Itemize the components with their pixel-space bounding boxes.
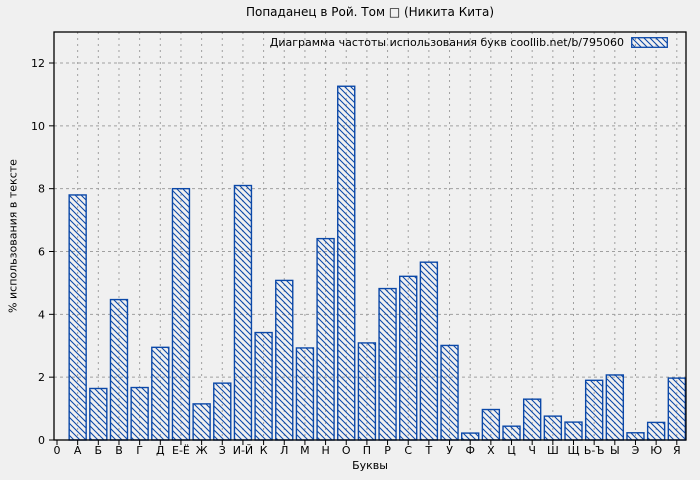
x-tick-label: Д	[156, 444, 165, 457]
x-tick-label: Х	[487, 444, 495, 457]
legend: Диаграмма частоты использования букв coo…	[269, 35, 668, 49]
bar-Ц	[502, 425, 521, 441]
x-tick-label: Л	[280, 444, 288, 457]
bar-Ы	[605, 374, 625, 441]
bar-В	[109, 298, 129, 441]
x-tick-label: Э	[632, 444, 640, 457]
legend-swatch-icon	[631, 36, 668, 48]
chart-title: Попаданец в Рой. Том □ (Никита Кита)	[245, 5, 495, 19]
y-tick-label: 12	[31, 57, 45, 70]
bar-З	[213, 382, 232, 441]
x-tick-label: З	[219, 444, 226, 457]
bar-Ь-Ъ	[584, 379, 604, 441]
x-tick-label: Т	[425, 444, 433, 457]
bar-Г	[130, 386, 149, 441]
x-tick-label: У	[446, 444, 453, 457]
y-axis-title: % использования в тексте	[6, 159, 20, 313]
bar-Х	[481, 408, 501, 441]
y-tick-label: 8	[38, 183, 45, 196]
x-tick-label: И-Й	[233, 444, 253, 457]
x-tick-label: Р	[384, 444, 391, 457]
bar-С	[399, 275, 418, 441]
bar-Э	[626, 432, 645, 441]
x-tick-label: А	[74, 444, 82, 457]
x-tick-label: Н	[321, 444, 329, 457]
bar-А	[68, 194, 87, 441]
bar-Л	[275, 279, 294, 441]
x-tick-label: Ф	[465, 444, 474, 457]
bar-К	[254, 331, 273, 441]
bar-Ю	[646, 421, 666, 441]
bar-Ф	[461, 432, 480, 441]
bar-М	[295, 347, 315, 441]
y-tick-label: 10	[31, 120, 45, 133]
bar-Р	[378, 287, 397, 441]
x-tick-label: П	[363, 444, 371, 457]
bar-Ч	[522, 398, 542, 441]
y-tick-label: 2	[38, 371, 45, 384]
plot-border	[53, 31, 687, 441]
x-tick-label: Ь-Ъ	[584, 444, 605, 457]
x-tick-label: Б	[95, 444, 103, 457]
x-axis-title: Буквы	[352, 459, 388, 472]
x-tick-label: Ш	[547, 444, 559, 457]
bar-Ш	[543, 415, 563, 441]
x-tick-label: С	[404, 444, 412, 457]
bar-Т	[419, 261, 439, 441]
x-tick-label: Щ	[567, 444, 579, 457]
x-tick-label: Я	[673, 444, 681, 457]
bar-Д	[151, 346, 170, 441]
bar-Е-Ё	[171, 187, 191, 441]
bar-Щ	[564, 421, 583, 441]
y-tick-label: 4	[38, 308, 45, 321]
bar-П	[357, 342, 377, 441]
bar-О	[337, 85, 356, 441]
x-tick-label: В	[115, 444, 123, 457]
y-tick-label: 0	[38, 434, 45, 447]
x-tick-label: К	[260, 444, 268, 457]
x-tick-label: Ж	[196, 444, 208, 457]
bar-У	[440, 344, 459, 441]
x-tick-label: Г	[136, 444, 143, 457]
bar-И-Й	[233, 184, 253, 441]
y-tick-label: 6	[38, 246, 45, 259]
x-tick-label: М	[300, 444, 310, 457]
x-tick-label: Ю	[650, 444, 662, 457]
x-tick-label: Ц	[507, 444, 516, 457]
x-tick-label: Е-Ё	[172, 444, 190, 457]
bar-Я	[667, 377, 686, 441]
x-tick-label: Ы	[610, 444, 620, 457]
legend-label: Диаграмма частоты использования букв coo…	[269, 35, 624, 49]
x-tick-label: 0	[54, 444, 61, 457]
x-tick-label: О	[342, 444, 351, 457]
bar-Б	[89, 387, 108, 441]
bar-Ж	[192, 403, 211, 441]
bar-Н	[316, 237, 335, 441]
x-tick-label: Ч	[528, 444, 536, 457]
